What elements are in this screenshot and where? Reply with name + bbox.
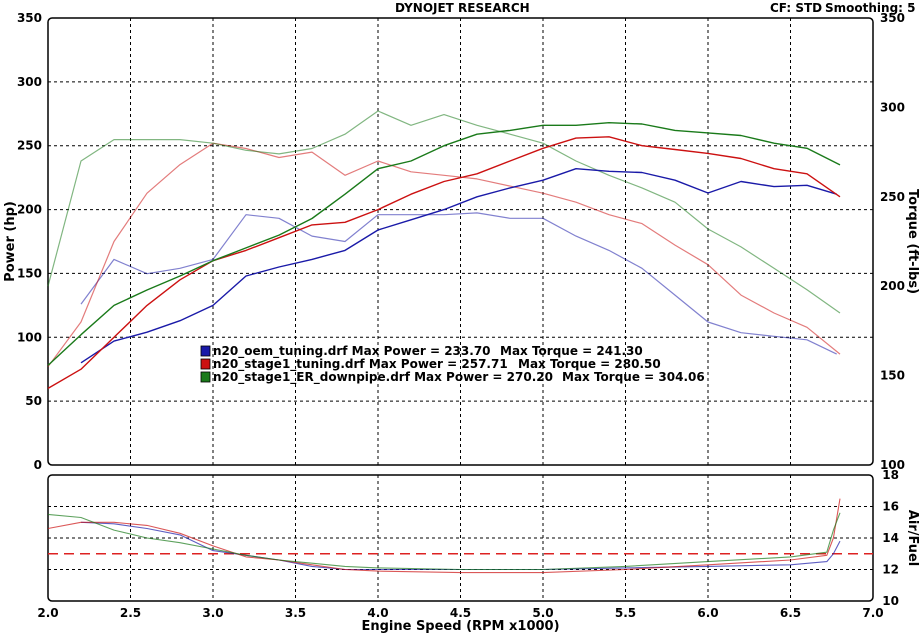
af-line-stage1 — [47, 498, 841, 574]
y-tick-label-power: 0 — [34, 458, 42, 472]
x-tick-label: 6.5 — [780, 606, 801, 620]
x-tick-label: 5.5 — [615, 606, 636, 620]
legend-torque-stage1: Max Torque = 280.50 — [518, 357, 661, 371]
y-tick-label-power: 300 — [17, 75, 42, 89]
torque-line-oem — [80, 212, 837, 355]
x-tick-label: 2.0 — [37, 606, 58, 620]
legend-entry-stage1: n20_stage1_tuning.drf Max Power = 257.71 — [213, 357, 508, 372]
x-tick-label: 3.0 — [202, 606, 223, 620]
torque-line-stage1 — [47, 142, 841, 368]
y-tick-label-torque: 250 — [880, 190, 905, 204]
axis-labels: Power (hp) Torque (ft-lbs) Air/Fuel Engine … — [3, 189, 920, 633]
y-tick-label-torque: 100 — [880, 458, 905, 472]
legend-torque-downpipe: Max Torque = 304.06 — [562, 370, 705, 384]
legend-torque-oem: Max Torque = 241.30 — [500, 344, 643, 358]
x-tick-label: 7.0 — [862, 606, 883, 620]
x-tick-label: 6.0 — [697, 606, 718, 620]
cf-label: CF: STD — [770, 1, 823, 15]
y-tick-label-power: 150 — [17, 266, 42, 280]
x-tick-label: 4.0 — [367, 606, 388, 620]
af-tick-label: 12 — [882, 563, 899, 577]
x-tick-label: 2.5 — [120, 606, 141, 620]
legend-swatch-stage1 — [200, 358, 211, 370]
y-axis-title-torque: Torque (ft-lbs) — [905, 189, 920, 294]
legend-swatch-downpipe — [200, 371, 211, 383]
y-axis-title-power: Power (hp) — [3, 201, 18, 282]
power-line-stage1 — [47, 136, 841, 390]
x-tick-label: 3.5 — [285, 606, 306, 620]
torque-line-downpipe — [47, 110, 841, 314]
af-tick-label: 16 — [882, 500, 899, 514]
y-tick-label-torque: 350 — [880, 11, 905, 25]
y-tick-label-torque: 200 — [880, 279, 905, 293]
y-tick-label-power: 200 — [17, 203, 42, 217]
air-fuel-panel: 2.0 2.5 3.0 3.5 4.0 4.5 5.0 5.5 6.0 6.5 7.010 12 14 1… — [37, 468, 899, 620]
y-tick-label-power: 350 — [17, 11, 42, 25]
af-tick-label: 10 — [882, 594, 899, 608]
legend-entry-downpipe: n20_stage1_ER_downpipe.drf Max Power = 2… — [213, 370, 553, 385]
y-tick-label-torque: 300 — [880, 100, 905, 114]
af-line-downpipe — [47, 512, 841, 571]
smoothing-label: Smoothing: 5 — [825, 1, 916, 15]
legend-swatch-oem — [200, 345, 211, 357]
power-torque-panel: 0 50 100 150 200 250 300 350 100 150 200 250 300 350 n… — [17, 11, 905, 472]
x-tick-label: 4.5 — [450, 606, 471, 620]
x-axis-title: Engine Speed (RPM x1000) — [361, 619, 559, 633]
af-tick-label: 14 — [882, 531, 899, 545]
y-tick-label-power: 250 — [17, 139, 42, 153]
power-line-oem — [80, 168, 837, 364]
legend: n20_oem_tuning.drf Max Power = 233.70 Max… — [200, 344, 705, 385]
af-tick-label: 18 — [882, 468, 899, 482]
y-tick-label-power: 100 — [17, 330, 42, 344]
legend-entry-oem: n20_oem_tuning.drf Max Power = 233.70 — [213, 344, 491, 359]
y-axis-title-af: Air/Fuel — [905, 510, 920, 566]
power-line-downpipe — [47, 122, 841, 366]
y-tick-label-power: 50 — [25, 394, 42, 408]
y-tick-label-torque: 150 — [880, 369, 905, 383]
af-line-oem — [80, 521, 841, 571]
chart-title: DYNOJET RESEARCH — [395, 1, 530, 15]
x-tick-label: 5.0 — [532, 606, 553, 620]
